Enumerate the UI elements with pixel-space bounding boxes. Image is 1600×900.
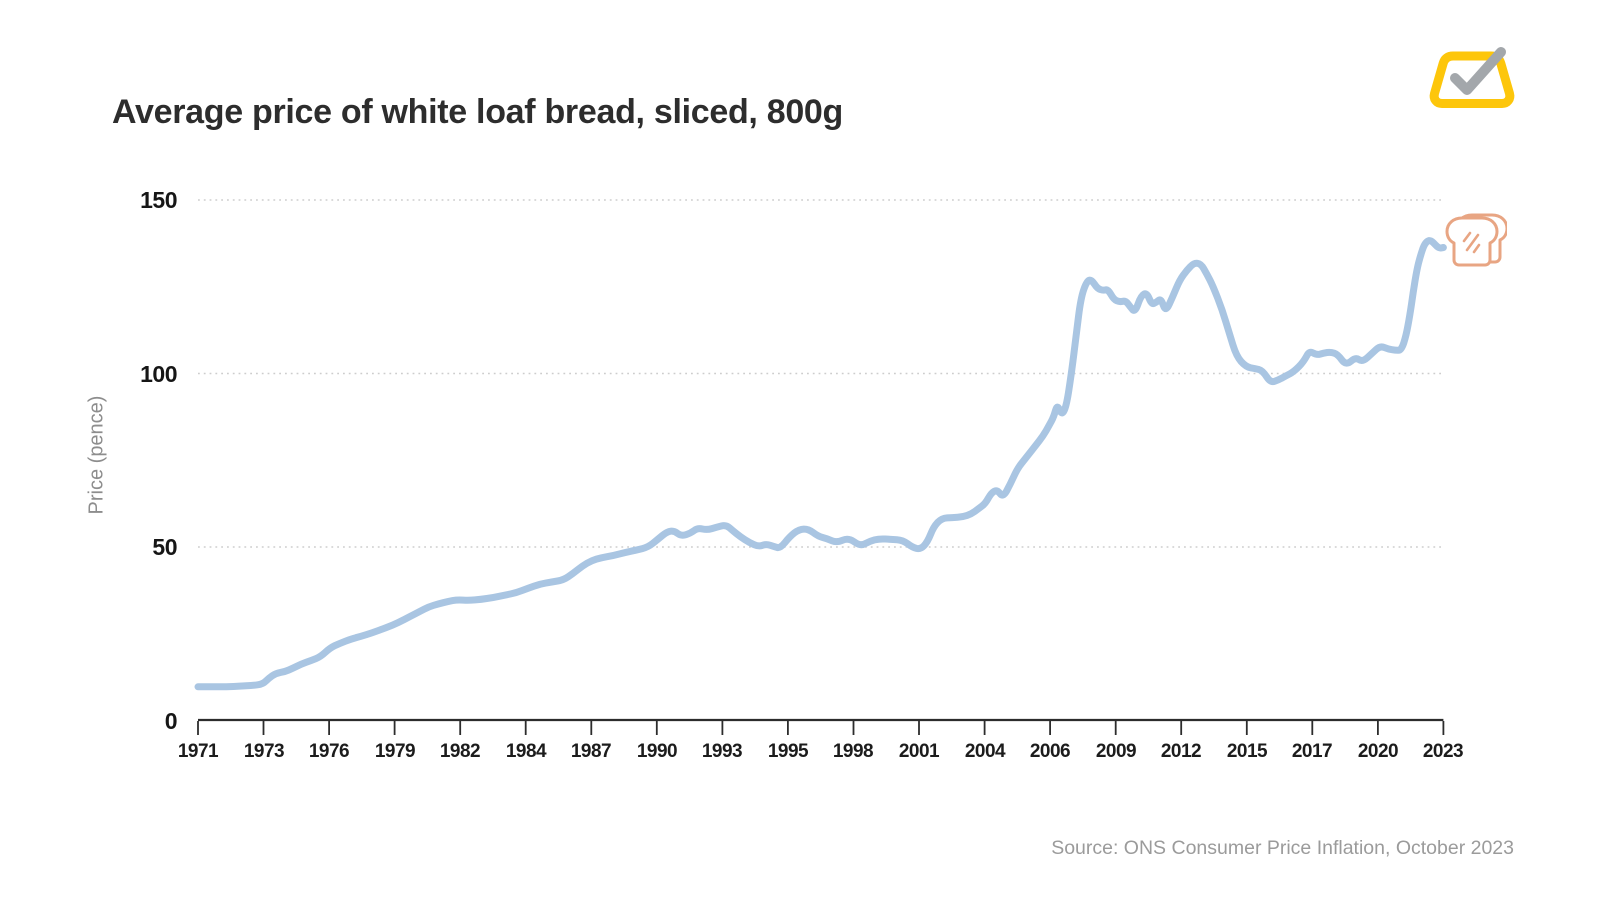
x-tick-label-2006: 2006 xyxy=(1029,741,1071,762)
x-tick-label-2017: 2017 xyxy=(1291,741,1333,762)
y-tick-label-50: 50 xyxy=(152,534,177,560)
page-title: Average price of white loaf bread, slice… xyxy=(112,92,844,131)
x-tick-label-1982: 1982 xyxy=(439,741,481,762)
logo-check-icon xyxy=(1450,47,1506,95)
x-tick-label-1987: 1987 xyxy=(570,741,612,762)
x-tick-label-2012: 2012 xyxy=(1160,741,1202,762)
x-tick-label-1971: 1971 xyxy=(177,741,219,762)
x-tick-label-1990: 1990 xyxy=(636,741,678,762)
y-tick-label-150: 150 xyxy=(140,187,177,213)
y-tick-label-100: 100 xyxy=(140,361,177,387)
x-tick-label-1984: 1984 xyxy=(505,741,547,762)
x-tick-label-2015: 2015 xyxy=(1226,741,1268,762)
x-tick-label-2001: 2001 xyxy=(898,741,940,762)
bread-loaf-icon xyxy=(1445,213,1507,267)
x-tick-label-1993: 1993 xyxy=(701,741,743,762)
y-tick-label-0: 0 xyxy=(164,708,178,734)
x-tick-label-2004: 2004 xyxy=(964,741,1006,762)
price-line xyxy=(194,237,1447,691)
y-axis-title: Price (pence) xyxy=(85,395,108,515)
source-note: Source: ONS Consumer Price Inflation, Oc… xyxy=(1051,837,1514,859)
x-tick-label-2009: 2009 xyxy=(1095,741,1137,762)
bread-shine-lines xyxy=(1462,231,1481,254)
x-tick-label-1995: 1995 xyxy=(767,741,809,762)
checkmark-tray-logo xyxy=(1429,47,1515,108)
x-tick-label-1979: 1979 xyxy=(374,741,416,762)
x-tick-label-2020: 2020 xyxy=(1357,741,1399,762)
x-tick-label-1973: 1973 xyxy=(243,741,285,762)
x-tick-label-2023: 2023 xyxy=(1422,741,1464,762)
x-tick-label-1998: 1998 xyxy=(832,741,874,762)
x-tick-label-1976: 1976 xyxy=(308,741,350,762)
